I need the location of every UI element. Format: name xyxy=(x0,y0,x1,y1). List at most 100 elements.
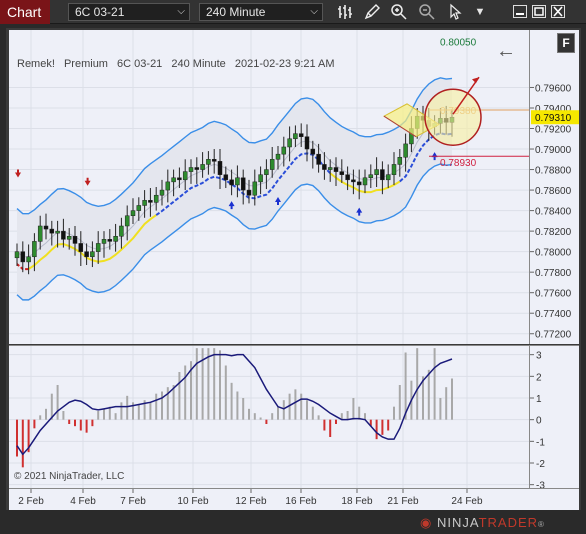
interval-name: 240 Minute xyxy=(171,58,226,70)
drawing-line xyxy=(383,115,417,138)
sell-arrow-icon xyxy=(15,169,21,178)
oscillator-tick-label: 3 xyxy=(536,351,542,362)
candle-down xyxy=(211,159,217,162)
oscillator-axis[interactable]: 3 2 1 0 -1 -2 -3 xyxy=(529,345,579,492)
interval-selector-value: 240 Minute xyxy=(206,5,266,19)
last-price-marker xyxy=(531,110,579,125)
candle-down xyxy=(240,177,246,191)
candle-down xyxy=(194,167,200,170)
candle-down xyxy=(246,189,252,196)
chart-tab[interactable]: Chart xyxy=(0,0,50,24)
candle-down xyxy=(304,136,310,150)
oscillator-tick-label: 1 xyxy=(536,394,542,405)
candle-up xyxy=(252,181,258,196)
candle-up xyxy=(403,143,408,158)
candle-down xyxy=(345,174,350,181)
candle-up xyxy=(136,205,142,211)
candle-up xyxy=(368,174,374,179)
candle-down xyxy=(380,169,385,181)
candle-up xyxy=(264,169,269,175)
zoom-out-icon[interactable] xyxy=(418,3,436,21)
oscillator-tick-label: -1 xyxy=(536,437,545,448)
close-icon[interactable] xyxy=(551,5,565,18)
date-tick-label: 16 Feb xyxy=(285,496,317,507)
stop-level-label: 0.78930 xyxy=(440,158,477,169)
chart-datetime: 2021-02-23 9:21 AM xyxy=(234,58,335,70)
data-box-button[interactable]: F xyxy=(557,33,575,53)
indicator-name: Remek! xyxy=(17,58,55,70)
price-tick-label: 0.78400 xyxy=(535,207,572,218)
date-axis[interactable]: 2 Feb 4 Feb 7 Feb 10 Feb 12 Feb 16 Feb 18 Feb 2… xyxy=(9,488,579,510)
price-tick-label: 0.79400 xyxy=(535,104,572,115)
date-tick-label: 4 Feb xyxy=(70,496,96,507)
price-tick-label: 0.78200 xyxy=(535,227,572,238)
candle-down xyxy=(177,177,182,181)
candle-up xyxy=(171,177,176,183)
price-tick-label: 0.78000 xyxy=(535,248,572,259)
candle-down xyxy=(316,153,321,165)
candle-down xyxy=(78,243,84,252)
candle-up xyxy=(153,194,159,203)
drawing-ellipse xyxy=(424,88,482,146)
date-tick-label: 7 Feb xyxy=(120,496,146,507)
candle-up xyxy=(55,230,60,234)
candle-up xyxy=(119,225,124,237)
maximize-icon[interactable] xyxy=(532,5,546,18)
back-arrow-icon[interactable]: ← xyxy=(496,40,516,62)
candle-up xyxy=(374,169,379,175)
chart-title: Remek! Premium 6C 03-21 240 Minute 2021-… xyxy=(17,58,341,70)
price-axis-labels: 0.79600 0.79400 0.79200 0.79000 0.78800 0.786… xyxy=(530,83,579,341)
keltner-mid-band xyxy=(16,120,453,258)
candle-up xyxy=(26,256,31,263)
date-tick-label: 24 Feb xyxy=(451,496,483,507)
pointer-icon[interactable] xyxy=(446,3,464,21)
buy-arrow-icon xyxy=(275,197,281,206)
candle-down xyxy=(223,174,229,181)
candle-up xyxy=(90,251,95,258)
candle-down xyxy=(49,228,55,234)
price-axis[interactable]: 0.79600 0.79400 0.79200 0.79000 0.78800 0.786… xyxy=(529,30,579,344)
candle-up xyxy=(14,251,20,259)
candle-up xyxy=(293,133,298,140)
price-tick-label: 0.77200 xyxy=(535,330,572,341)
candle-up xyxy=(235,177,240,186)
candle-up xyxy=(32,241,37,258)
oscillator-tick-label: 0 xyxy=(536,416,542,427)
price-tick-label: 0.79000 xyxy=(535,145,572,156)
candle-down xyxy=(43,225,49,230)
candle-down xyxy=(333,167,339,172)
drawing-tools-icon[interactable] xyxy=(363,3,381,21)
price-tick-label: 0.78800 xyxy=(535,166,572,177)
candle-down xyxy=(229,179,234,186)
oscillator-tick-label: -3 xyxy=(536,481,545,489)
ninjatrader-logo: ◉ NINJATRADER® xyxy=(420,515,545,530)
oscillator-panel[interactable] xyxy=(9,345,529,489)
candle-down xyxy=(298,133,304,137)
candle-up xyxy=(66,236,72,240)
candle-up xyxy=(362,177,368,186)
candle-up xyxy=(101,239,107,244)
ninjatrader-logo-icon: ◉ xyxy=(420,515,433,530)
candle-down xyxy=(351,179,356,183)
candle-up xyxy=(142,200,147,206)
candle-up xyxy=(165,181,171,191)
status-strip xyxy=(0,510,586,534)
bar-style-icon[interactable] xyxy=(337,3,355,21)
oscillator-axis-labels: 3 2 1 0 -1 -2 -3 xyxy=(530,351,545,492)
oscillator-chart[interactable] xyxy=(9,346,529,489)
instrument-selector[interactable]: 6C 03-21 ⌵ xyxy=(68,3,190,21)
drawing-arrow-line xyxy=(452,76,480,115)
dropdown-icon[interactable]: ▼ xyxy=(474,6,486,18)
candle-up xyxy=(37,225,43,242)
copyright-text: © 2021 NinjaTrader, LLC xyxy=(14,471,125,482)
candle-up xyxy=(397,156,403,165)
oscillator-tick-label: 2 xyxy=(536,372,542,383)
zoom-in-icon[interactable] xyxy=(390,3,408,21)
interval-selector[interactable]: 240 Minute ⌵ xyxy=(199,3,323,21)
price-tick-label: 0.79200 xyxy=(535,125,572,136)
minimize-icon[interactable] xyxy=(513,5,527,18)
oscillator-tick-label: -2 xyxy=(536,459,545,470)
last-price-label: 0.79310 xyxy=(535,113,572,124)
